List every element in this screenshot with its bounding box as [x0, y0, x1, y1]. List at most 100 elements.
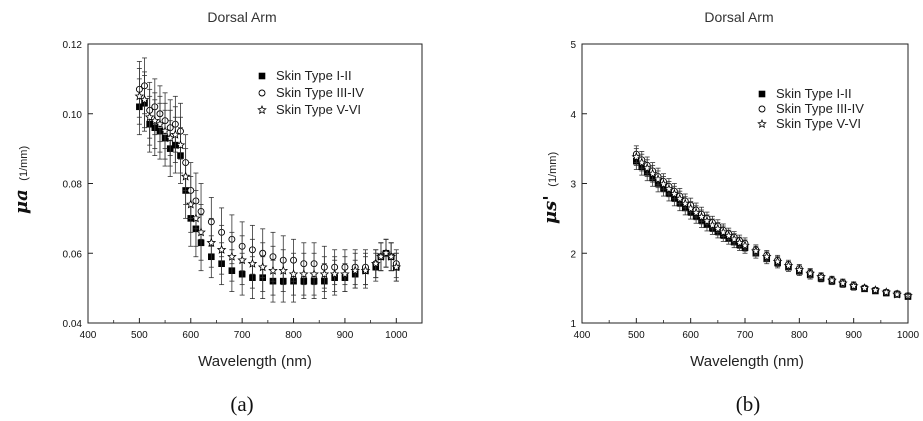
data-point [718, 227, 729, 237]
data-point [647, 168, 658, 178]
data-point [772, 256, 783, 266]
data-point [838, 278, 848, 288]
data-point [723, 230, 734, 240]
plot-frame-a [87, 43, 423, 324]
data-point [658, 179, 669, 189]
y-axis-symbol-b: μs' [540, 195, 561, 224]
data-point [288, 269, 299, 279]
data-point [816, 271, 826, 282]
x-tick-label: 1000 [897, 330, 920, 341]
data-point [360, 265, 371, 275]
series-square [633, 152, 912, 300]
data-point [309, 269, 319, 279]
data-point [150, 115, 160, 125]
y-axis-label-a: μa (1/mm) [11, 146, 32, 214]
data-point [185, 199, 196, 209]
y-tick-label: 0.08 [63, 180, 83, 191]
data-point [257, 262, 268, 272]
y-tick-label: 0.10 [63, 110, 83, 121]
plot-frame-b [581, 43, 909, 324]
data-point [329, 269, 340, 279]
data-point [664, 184, 674, 194]
data-point [319, 269, 330, 279]
legend-marker-square [258, 72, 266, 80]
caption-a: (a) [230, 392, 253, 416]
data-point [206, 237, 217, 247]
y-tick-label: 0.12 [63, 40, 83, 51]
series-star [631, 148, 913, 300]
chart-title-b: Dorsal Arm [704, 9, 773, 25]
data-point [729, 234, 739, 244]
y-tick-label: 4 [570, 110, 576, 121]
data-point [805, 268, 815, 278]
y-tick-label: 0.04 [63, 319, 83, 330]
plot-area-a [134, 57, 402, 303]
y-tick-label: 5 [570, 40, 576, 51]
data-point [794, 264, 805, 275]
data-point [340, 269, 350, 279]
data-point [237, 255, 247, 265]
x-tick-label: 600 [682, 330, 699, 341]
data-point [160, 126, 170, 136]
data-point [247, 258, 258, 268]
series-circle [632, 145, 912, 300]
data-point [713, 223, 723, 233]
data-point [642, 163, 652, 173]
legend-label: Skin Type I-II [776, 86, 852, 101]
x-tick-label: 500 [628, 330, 645, 341]
legend-label: Skin Type III-IV [276, 85, 364, 100]
data-point [783, 260, 794, 270]
chart-panel-b: Dorsal Arm 400 500 600 700 800 900 1000 12345 … [540, 9, 920, 416]
y-axis-unit-a: (1/mm) [18, 146, 30, 181]
data-point [653, 174, 663, 184]
data-point [892, 289, 902, 299]
legend-marker-circle [258, 89, 266, 97]
data-point [144, 112, 155, 122]
data-point [139, 94, 150, 104]
plot-area-b [631, 145, 913, 300]
legend-marker-square [758, 90, 766, 98]
legend-label: Skin Type V-VI [776, 116, 861, 131]
x-tick-label: 700 [234, 330, 251, 341]
data-point [669, 188, 680, 199]
data-point [761, 251, 772, 261]
data-point [859, 283, 870, 293]
data-point [691, 207, 701, 217]
data-point [180, 171, 191, 181]
data-point [680, 198, 691, 208]
x-tick-label: 1000 [385, 330, 408, 341]
data-point [175, 140, 186, 150]
y-axis-unit-b: (1/mm) [547, 152, 559, 187]
legend-label: Skin Type III-IV [776, 101, 864, 116]
legend-label: Skin Type V-VI [276, 102, 361, 117]
legend-marker-star [257, 104, 267, 115]
data-point [848, 280, 859, 291]
y-axis-label-b: μs' (1/mm) [540, 152, 561, 224]
chart-title-a: Dorsal Arm [207, 9, 276, 25]
caption-b: (b) [736, 392, 761, 416]
y-axis-symbol-a: μa [11, 189, 32, 214]
data-point [196, 227, 206, 237]
data-point [391, 262, 402, 272]
x-tick-label: 800 [791, 330, 808, 341]
data-point [702, 216, 712, 226]
data-point [268, 265, 278, 275]
y-tick-label: 2 [570, 249, 576, 260]
data-point [870, 285, 881, 295]
data-point [675, 193, 685, 203]
x-tick-label: 700 [737, 330, 754, 341]
chart-panel-a: Dorsal Arm 400 500 600 700 800 900 1000 0.040.… [11, 9, 423, 416]
x-ticks-a: 400 500 600 700 800 900 1000 [80, 318, 408, 341]
y-axis-label-text-a: μa (1/mm) [11, 146, 32, 214]
data-point [350, 265, 360, 275]
legend-a: Skin Type I-II Skin Type III-IV Skin Type … [257, 68, 364, 117]
x-tick-label: 800 [285, 330, 302, 341]
data-point [827, 275, 837, 285]
data-point [299, 269, 309, 279]
data-point [636, 157, 647, 167]
data-point [631, 151, 642, 162]
legend-marker-star [757, 118, 767, 129]
x-tick-label: 400 [574, 330, 591, 341]
